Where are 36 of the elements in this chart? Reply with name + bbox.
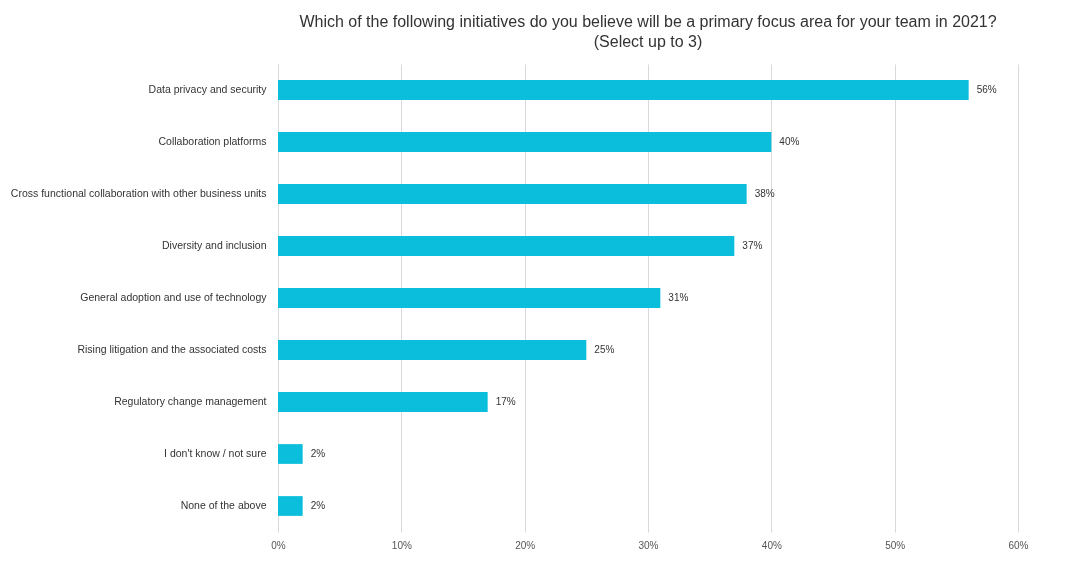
y-tick-label: Diversity and inclusion <box>162 239 267 251</box>
data-label: 2% <box>310 448 326 459</box>
bar <box>278 184 747 204</box>
y-tick-label: I don't know / not sure <box>164 447 267 459</box>
data-label: 25% <box>594 344 615 355</box>
data-label: 56% <box>976 84 997 95</box>
x-tick-label: 10% <box>391 539 412 551</box>
y-tick-label: Data privacy and security <box>148 83 268 95</box>
y-tick-label: Cross functional collaboration with other business units <box>10 187 267 199</box>
bar <box>278 288 661 308</box>
y-tick-label: Regulatory change management <box>114 395 267 407</box>
y-tick-label: Collaboration platforms <box>158 135 267 147</box>
bar <box>278 340 587 360</box>
bar <box>278 80 969 100</box>
bar <box>278 392 488 412</box>
bar <box>278 132 772 152</box>
data-label: 17% <box>495 396 516 407</box>
y-tick-label: Rising litigation and the associated costs <box>77 343 267 355</box>
data-label: 2% <box>310 500 326 511</box>
x-tick-label: 0% <box>271 539 286 551</box>
x-tick-label: 30% <box>638 539 659 551</box>
x-tick-label: 20% <box>515 539 536 551</box>
bar <box>278 496 303 516</box>
x-tick-label: 60% <box>1008 539 1029 551</box>
y-tick-label: General adoption and use of technology <box>80 291 268 303</box>
bar <box>278 444 303 464</box>
data-label: 40% <box>779 136 800 147</box>
x-tick-label: 50% <box>885 539 906 551</box>
data-label: 37% <box>742 240 763 251</box>
chart-subtitle: (Select up to 3) <box>593 33 703 50</box>
y-tick-label: None of the above <box>180 499 267 511</box>
bar <box>278 236 735 256</box>
data-label: 31% <box>668 292 689 303</box>
x-tick-label: 40% <box>761 539 782 551</box>
chart-title: Which of the following initiatives do you believe will be a primary focus area for your team in 2021? <box>299 13 997 30</box>
data-label: 38% <box>754 188 775 199</box>
